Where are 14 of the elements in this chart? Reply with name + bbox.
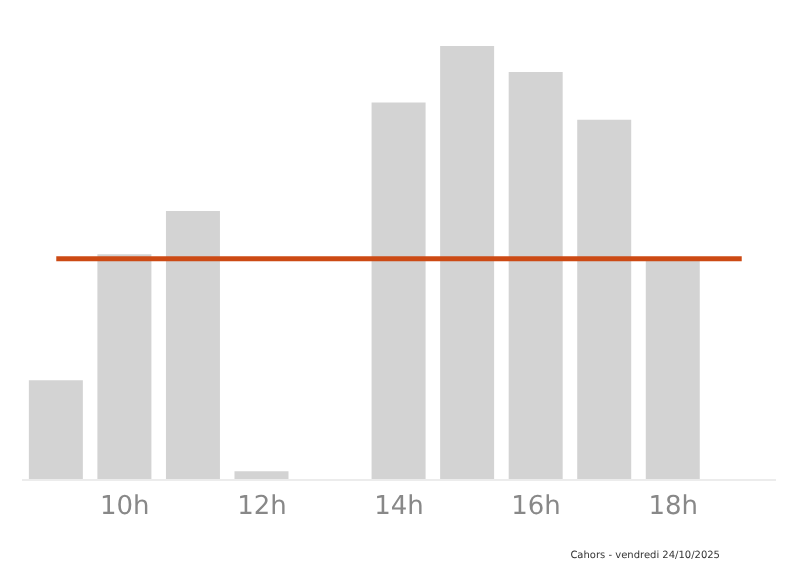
bar [577, 119, 632, 480]
bar [234, 471, 289, 480]
bar [371, 102, 426, 480]
bar [28, 380, 83, 480]
x-tick-label: 14h [374, 492, 424, 523]
x-tick-label: 16h [511, 492, 561, 523]
x-tick-label: 12h [237, 492, 287, 523]
bar [440, 46, 495, 480]
bar [165, 210, 220, 480]
x-tick-label: 18h [648, 492, 698, 523]
x-tick-label: 10h [100, 492, 150, 523]
bar [508, 72, 563, 480]
bar [97, 254, 152, 480]
bar [645, 258, 700, 480]
